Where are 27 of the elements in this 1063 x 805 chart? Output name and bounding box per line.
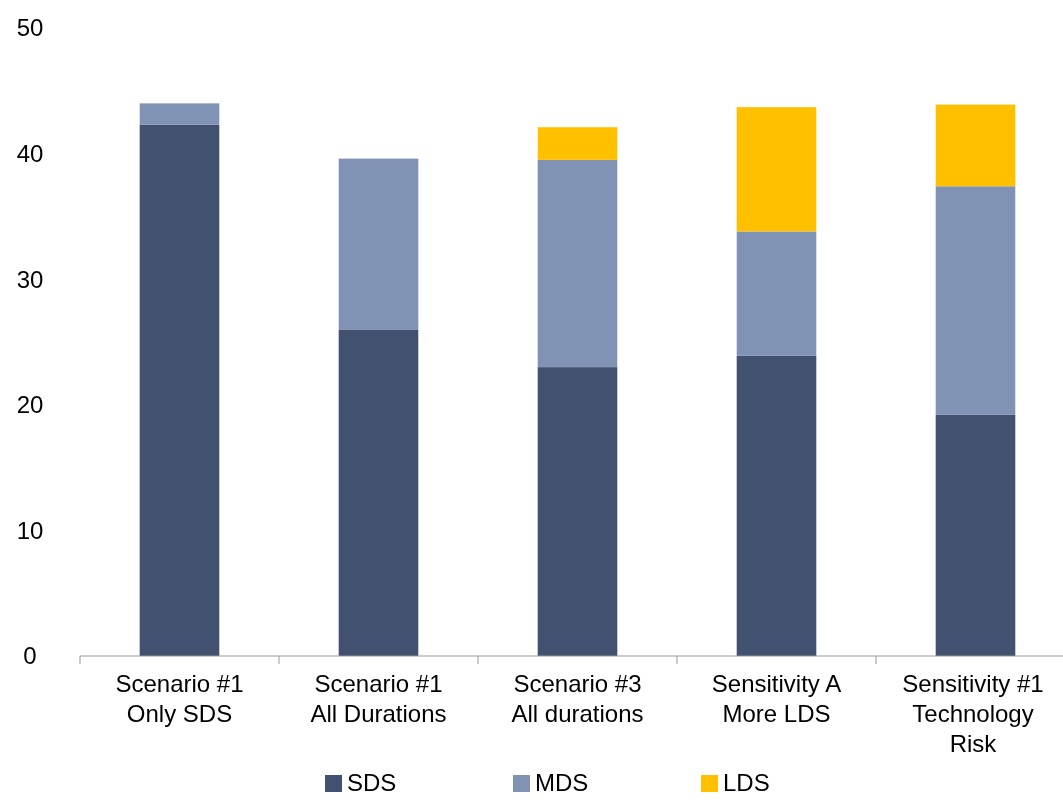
x-tick-label: Sensitivity #1 Technology Risk <box>902 670 1044 757</box>
bar <box>338 329 419 656</box>
y-tick-label: 50 <box>16 14 44 42</box>
legend-label: SDS <box>347 769 397 796</box>
bar <box>736 231 817 356</box>
bar <box>537 159 618 368</box>
y-tick-label: 20 <box>16 391 44 419</box>
bar <box>139 124 220 656</box>
bar <box>139 103 220 125</box>
x-tick-label: Scenario #3 All durations <box>511 670 644 727</box>
bar <box>338 158 419 330</box>
bar <box>935 414 1016 656</box>
bar <box>935 104 1016 187</box>
bar <box>935 186 1016 415</box>
bar <box>537 127 618 160</box>
y-tick-label: 0 <box>23 642 37 670</box>
bar <box>736 355 817 656</box>
y-tick-label: 10 <box>16 516 44 544</box>
x-tick-label: Scenario #1 Only SDS <box>115 670 244 727</box>
y-tick-label: 30 <box>16 265 44 293</box>
legend-label: MDS <box>535 769 589 796</box>
y-tick-label: 40 <box>16 140 44 167</box>
legend-label: LDS <box>723 769 770 796</box>
x-tick-label: Sensitivity A More LDS <box>711 670 842 727</box>
x-tick-label: Scenario #1 All Durations <box>310 670 447 727</box>
bar <box>736 107 817 232</box>
bar <box>537 367 618 656</box>
